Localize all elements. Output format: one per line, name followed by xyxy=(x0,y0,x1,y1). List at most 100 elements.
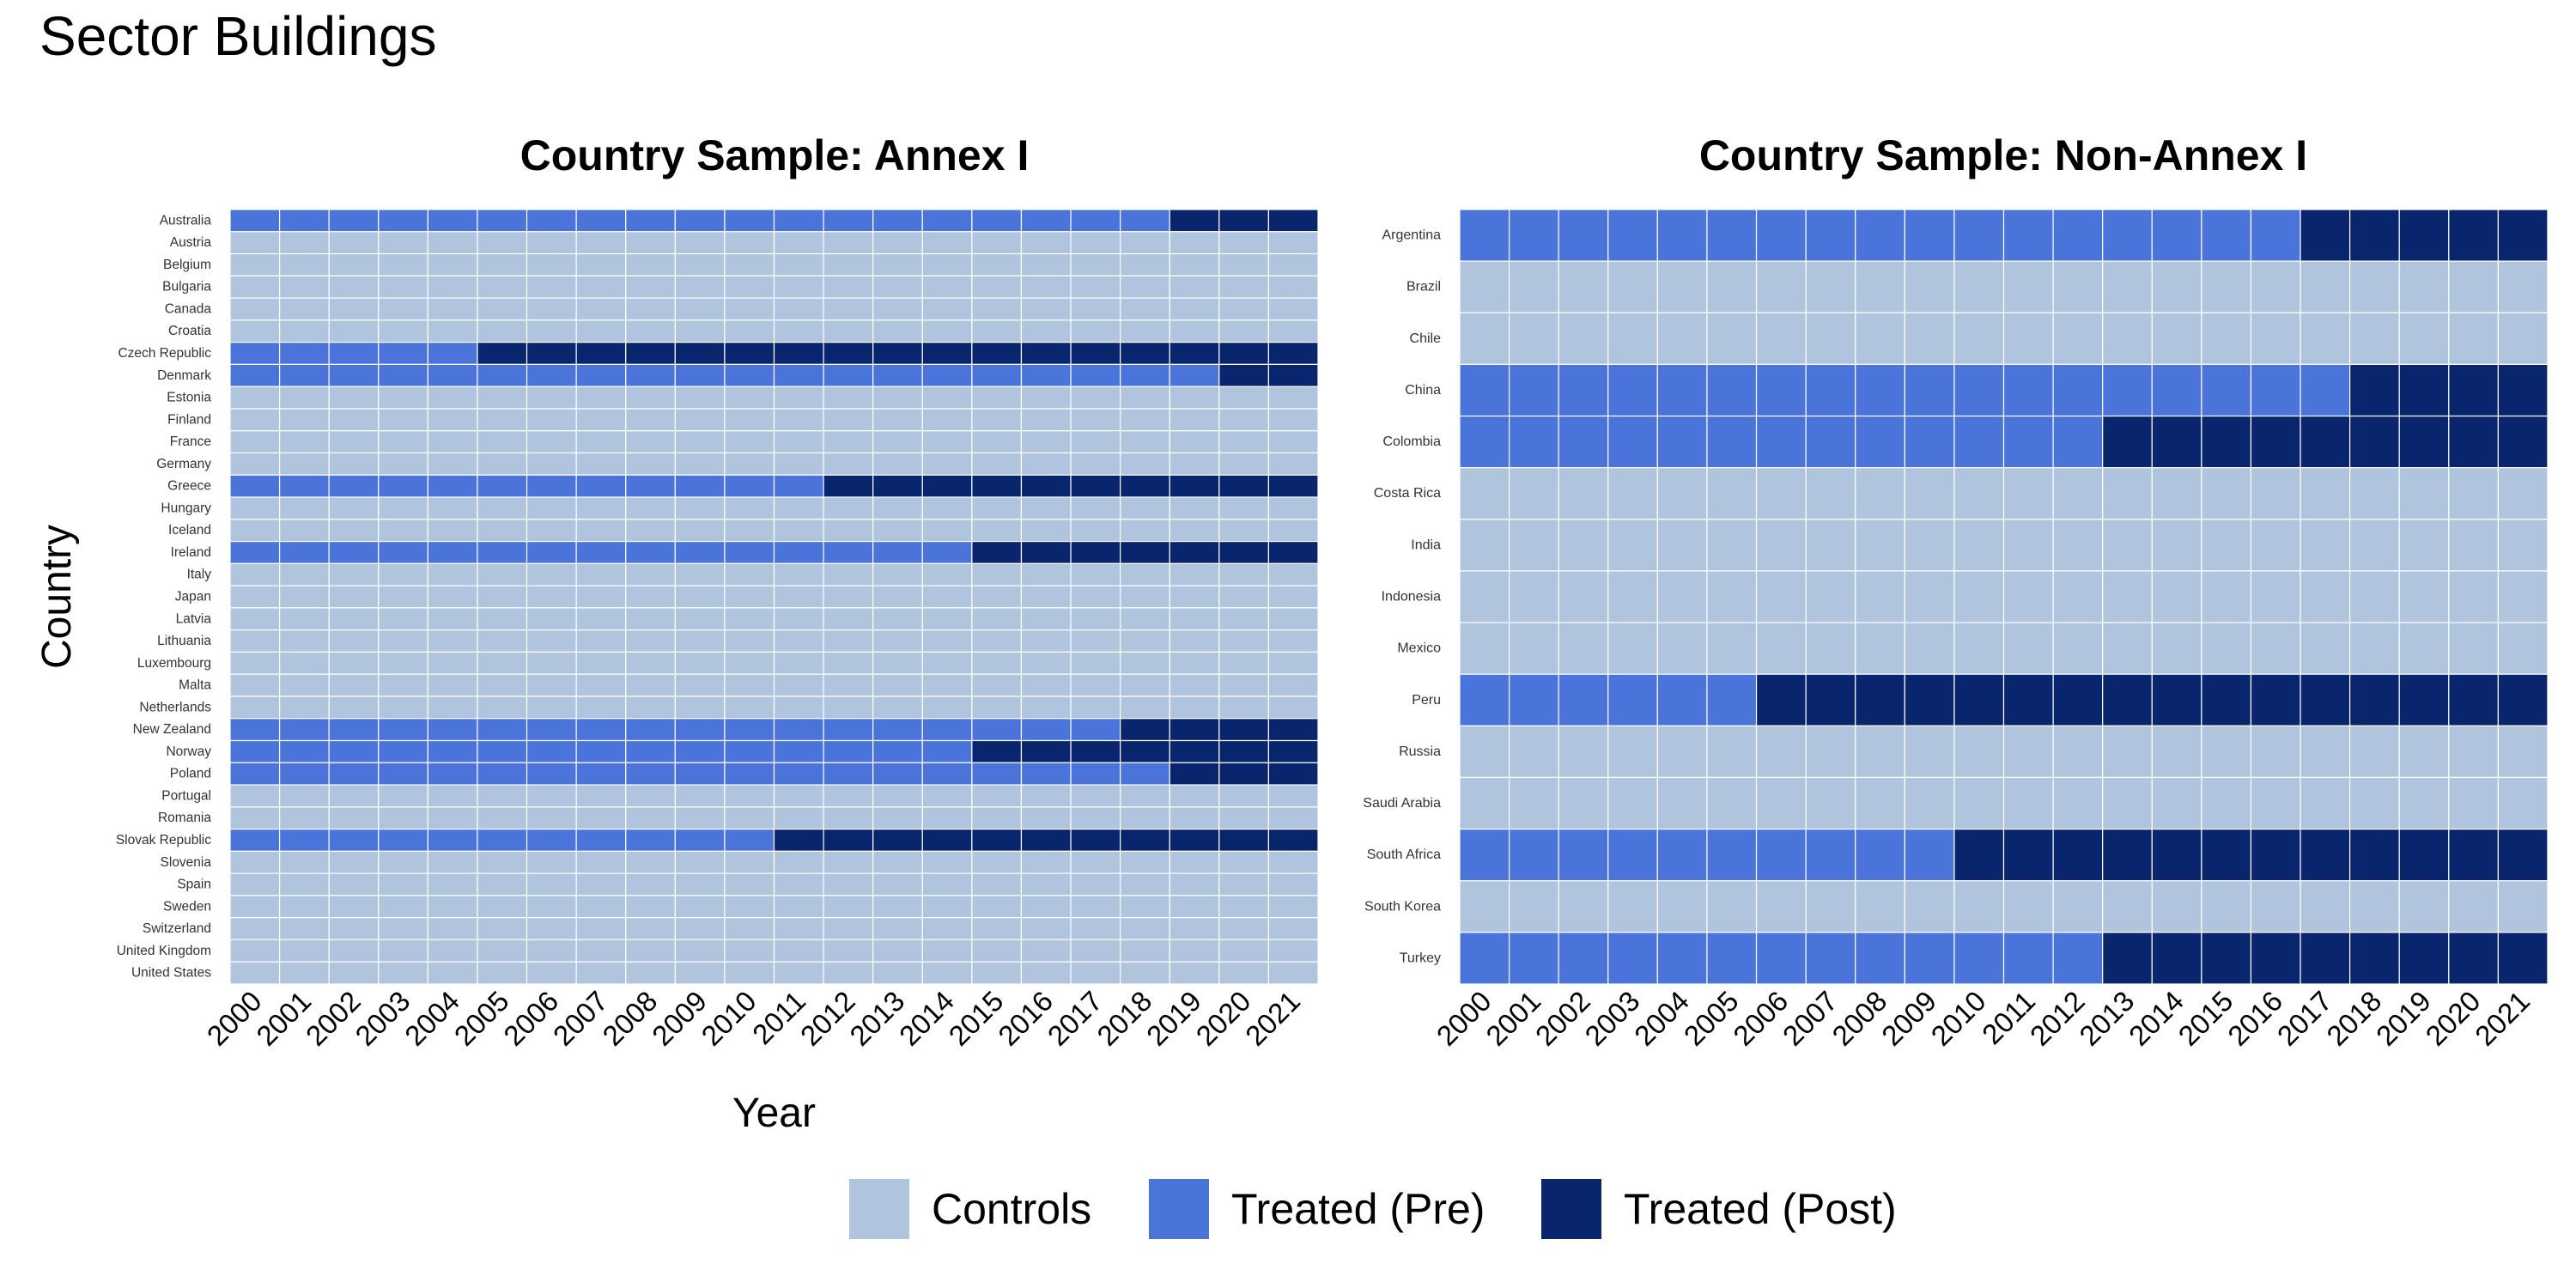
heatmap-cell xyxy=(2448,519,2500,572)
heatmap-cell xyxy=(278,496,330,520)
heatmap-cell xyxy=(1020,718,1072,742)
heatmap-cell xyxy=(2300,673,2351,726)
heatmap-cell xyxy=(674,673,726,697)
heatmap-cell xyxy=(1218,452,1270,476)
heatmap-cell xyxy=(477,850,528,874)
x-tick-label: 2020 xyxy=(1189,985,1256,1052)
x-tick-label: 2007 xyxy=(547,985,614,1052)
heatmap-cell xyxy=(526,342,577,365)
heatmap-cell xyxy=(1656,519,1708,572)
heatmap-cell xyxy=(625,540,676,564)
heatmap-cell xyxy=(1070,828,1121,852)
heatmap-cell xyxy=(1218,651,1270,675)
heatmap-cell xyxy=(823,828,874,852)
heatmap-cell xyxy=(2052,312,2104,365)
heatmap-cell xyxy=(872,718,923,742)
heatmap-cell xyxy=(674,408,726,432)
heatmap-cell xyxy=(1267,939,1319,963)
heatmap-cell xyxy=(1267,297,1319,321)
heatmap-cell xyxy=(575,806,627,830)
heatmap-cell xyxy=(1070,342,1121,365)
heatmap-cell xyxy=(229,585,281,609)
heatmap-cell xyxy=(526,386,577,410)
heatmap-cell xyxy=(477,252,528,276)
heatmap-cell xyxy=(526,452,577,476)
heatmap-cell xyxy=(823,629,874,653)
heatmap-cell xyxy=(773,872,824,896)
heatmap-cell xyxy=(773,607,824,631)
heatmap-cell xyxy=(921,917,973,941)
heatmap-cell xyxy=(1070,806,1121,830)
heatmap-cell xyxy=(427,629,478,653)
heatmap-cell xyxy=(2398,673,2450,726)
y-tick-label: Ireland xyxy=(171,545,211,560)
heatmap-cell xyxy=(724,430,775,454)
heatmap-cell xyxy=(328,519,380,543)
heatmap-cell xyxy=(872,540,923,564)
heatmap-cell xyxy=(427,739,478,763)
y-axis-title: Country xyxy=(34,525,80,669)
heatmap-cell xyxy=(1267,519,1319,543)
heatmap-cell xyxy=(378,562,428,586)
heatmap-cell xyxy=(1904,673,1955,726)
heatmap-cell xyxy=(1706,776,1758,830)
heatmap-cell xyxy=(1855,932,1905,985)
heatmap-cell xyxy=(872,961,923,985)
heatmap-cell xyxy=(971,784,1023,808)
heatmap-cell xyxy=(1904,776,1955,830)
heatmap-cell xyxy=(1459,932,1510,985)
heatmap-cell xyxy=(872,651,923,675)
heatmap-cell xyxy=(1855,260,1905,313)
heatmap-cell xyxy=(229,519,281,543)
heatmap-cell xyxy=(1218,917,1270,941)
heatmap-cell xyxy=(1805,209,1856,262)
heatmap-cell xyxy=(1218,363,1270,387)
heatmap-cell xyxy=(921,452,973,476)
heatmap-cell xyxy=(1607,828,1658,882)
heatmap-cell xyxy=(526,696,577,720)
heatmap-cell xyxy=(773,496,824,520)
heatmap-cell xyxy=(674,297,726,321)
heatmap-cell xyxy=(2002,880,2054,933)
y-tick-label: China xyxy=(1405,383,1441,398)
heatmap-cell xyxy=(921,585,973,609)
heatmap-cell xyxy=(2448,363,2500,417)
heatmap-cell xyxy=(1607,260,1658,313)
heatmap-cell xyxy=(2201,570,2252,623)
heatmap-cell xyxy=(575,430,627,454)
heatmap-cell xyxy=(2151,932,2202,985)
heatmap-cell xyxy=(1805,363,1856,417)
heatmap-cell xyxy=(2497,828,2549,882)
heatmap-cell xyxy=(575,408,627,432)
heatmap-cell xyxy=(278,850,330,874)
heatmap-cell xyxy=(823,961,874,985)
heatmap-cell xyxy=(2398,570,2450,623)
heatmap-cell xyxy=(921,430,973,454)
heatmap-cell xyxy=(921,562,973,586)
heatmap-cell xyxy=(575,629,627,653)
heatmap-cell xyxy=(625,519,676,543)
y-tick-label: Chile xyxy=(1410,331,1442,346)
heatmap-cell xyxy=(1020,961,1072,985)
y-tick-label: Malta xyxy=(179,678,211,693)
heatmap-cell xyxy=(2201,519,2252,572)
heatmap-cell xyxy=(1904,519,1955,572)
heatmap-cell xyxy=(674,850,726,874)
heatmap-cell xyxy=(229,209,281,233)
y-tick-label: Australia xyxy=(160,213,212,228)
heatmap-cell xyxy=(1020,850,1072,874)
heatmap-cell xyxy=(526,850,577,874)
heatmap-cell xyxy=(1855,673,1905,726)
heatmap-cell xyxy=(1070,961,1121,985)
heatmap-cell xyxy=(477,297,528,321)
heatmap-cell xyxy=(1656,312,1708,365)
heatmap-cell xyxy=(1904,828,1955,882)
heatmap-cell xyxy=(1508,828,1559,882)
heatmap-cell xyxy=(921,519,973,543)
heatmap-cell xyxy=(427,540,478,564)
heatmap-cell xyxy=(921,895,973,919)
heatmap-cell xyxy=(278,806,330,830)
y-tick-label: France xyxy=(170,434,211,449)
heatmap-cell xyxy=(872,673,923,697)
heatmap-cell xyxy=(625,430,676,454)
